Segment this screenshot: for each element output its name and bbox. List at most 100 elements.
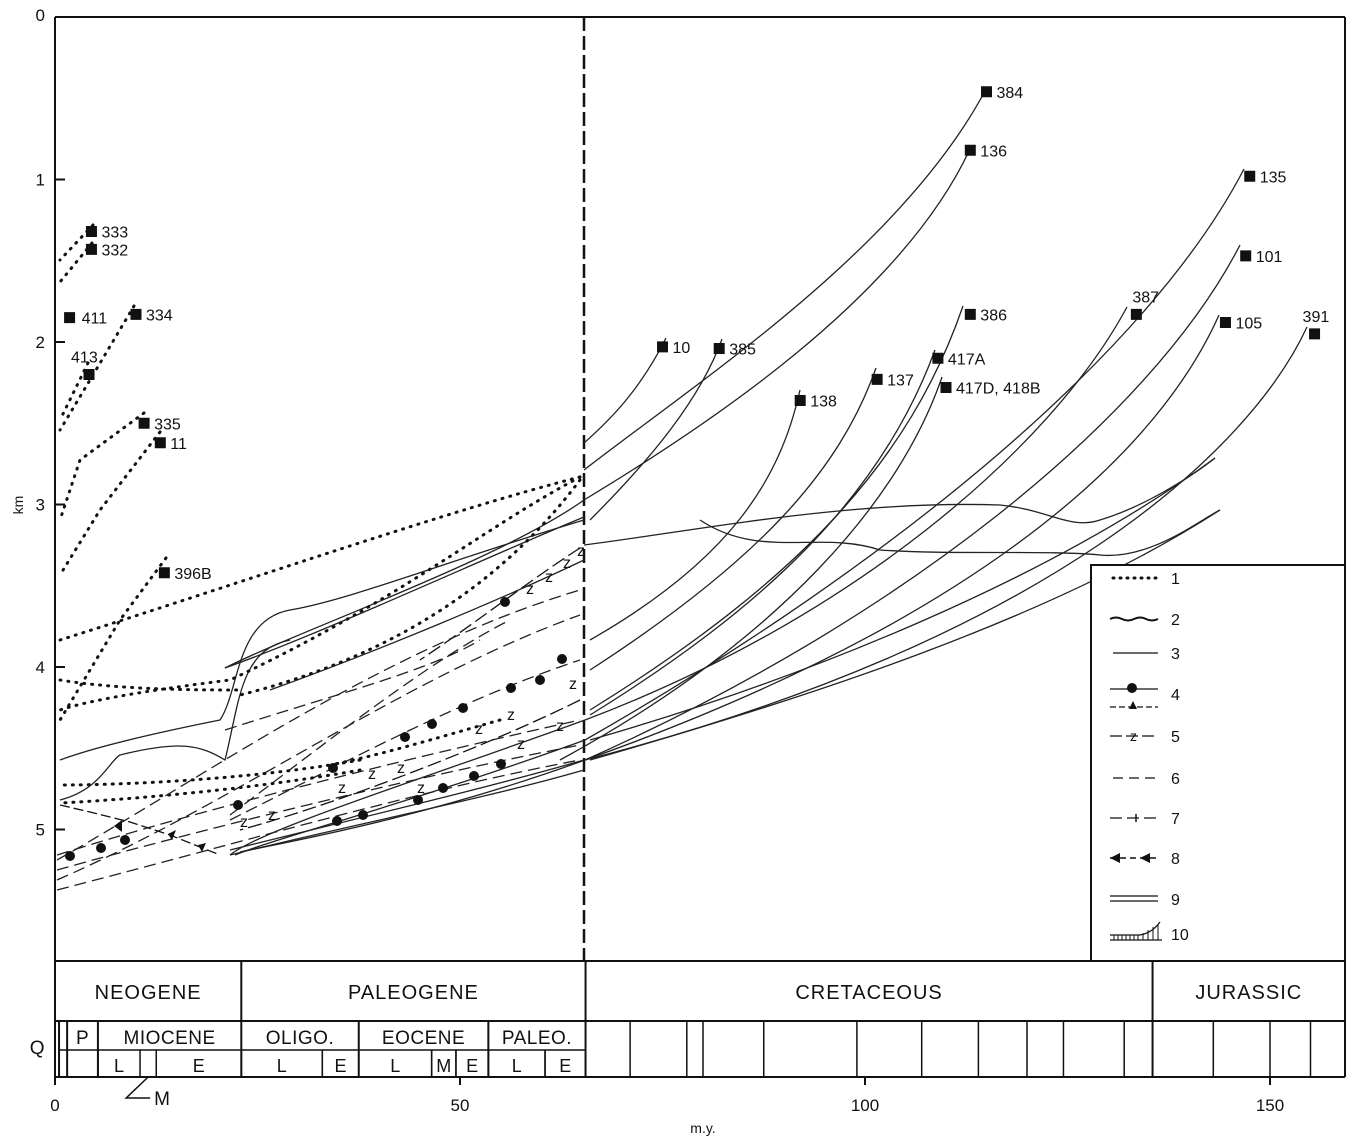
site-label: 417D, 418B <box>956 381 1041 398</box>
site-marker <box>83 369 95 380</box>
stage-label: L <box>277 1056 287 1076</box>
svg-text:z: z <box>545 569 553 586</box>
site-label: 11 <box>170 436 187 453</box>
curve-lower-b <box>589 509 1221 761</box>
curve-384 <box>583 90 986 471</box>
curve-paleo-2 <box>269 559 585 691</box>
curve-lower-a <box>589 457 1216 741</box>
site-marker <box>871 373 883 385</box>
legend: 1 2 3 4 z 5 6 7 8 9 <box>1090 564 1346 962</box>
epoch-label: P <box>76 1028 89 1049</box>
legend-symbol-10 <box>1110 921 1162 941</box>
y-axis: 0 1 2 3 4 5 <box>36 6 65 840</box>
legend-label-6: 6 <box>1171 771 1180 788</box>
svg-text:z: z <box>563 555 571 572</box>
site-marker <box>657 341 668 353</box>
dotted-curves <box>58 223 582 805</box>
site-marker <box>138 417 150 429</box>
stage-label: L <box>390 1056 400 1076</box>
site-label: 105 <box>1235 316 1262 333</box>
site-marker <box>1130 308 1142 320</box>
site-label: 332 <box>101 242 128 259</box>
stage-label: E <box>335 1056 347 1076</box>
site-label: 385 <box>729 342 756 359</box>
site-marker <box>794 395 806 406</box>
legend-label-10: 10 <box>1171 927 1189 944</box>
svg-text:z: z <box>268 807 276 824</box>
svg-text:z: z <box>577 543 585 560</box>
quaternary-label: Q <box>30 1038 45 1059</box>
curve-wavy-2 <box>699 509 1221 557</box>
legend-label-1: 1 <box>1171 571 1180 588</box>
curve-neogene-loop <box>59 519 585 761</box>
x-tick-label: 0 <box>50 1096 59 1115</box>
curve-paleo-1 <box>224 516 585 669</box>
curve-137 <box>589 367 877 671</box>
stage-label: E <box>559 1056 571 1076</box>
site-label: 417A <box>948 351 986 368</box>
y-tick-label: 5 <box>36 821 45 840</box>
subsidence-curves <box>59 90 1308 856</box>
x-tick-label: 100 <box>851 1096 879 1115</box>
curve-417d <box>559 376 943 761</box>
y-tick-label: 2 <box>36 333 45 352</box>
curve-417a <box>589 349 936 716</box>
svg-text:z: z <box>240 814 248 831</box>
epoch-label: MIOCENE <box>124 1028 216 1049</box>
stage-label: L <box>512 1056 522 1076</box>
svg-text:z: z <box>517 736 525 753</box>
site-marker <box>85 243 97 255</box>
legend-label-4: 4 <box>1171 687 1180 704</box>
period-label: PALEOGENE <box>348 982 479 1004</box>
x-axis-title: m.y. <box>690 1120 715 1136</box>
timescale: NEOGENE PALEOGENE CRETACEOUS JURASSIC P MIOCE… <box>30 961 1312 1110</box>
legend-label-2: 2 <box>1171 612 1180 629</box>
site-label: 138 <box>810 394 837 411</box>
site-marker <box>130 308 142 320</box>
site-marker <box>964 144 976 156</box>
site-label: 333 <box>101 225 128 242</box>
triangle-markers <box>59 804 221 856</box>
site-label: 387 <box>1132 289 1159 306</box>
stage-label: E <box>466 1056 478 1076</box>
curve-138 <box>589 389 801 641</box>
curve-10 <box>583 337 667 444</box>
site-label: 136 <box>980 143 1007 160</box>
curve-385 <box>589 338 723 521</box>
y-tick-label: 4 <box>36 658 45 677</box>
site-marker <box>1244 170 1256 182</box>
site-label: 135 <box>1260 169 1287 186</box>
site-marker <box>64 312 76 324</box>
curve-105 <box>584 314 1220 761</box>
site-label: 137 <box>887 372 914 389</box>
period-label: NEOGENE <box>95 982 202 1004</box>
svg-text:z: z <box>556 718 564 735</box>
svg-text:z: z <box>475 721 483 738</box>
site-marker <box>154 437 166 449</box>
svg-text:z: z <box>507 707 515 724</box>
epoch-label: OLIGO. <box>266 1028 334 1049</box>
site-label: 413 <box>71 350 98 367</box>
y-tick-label: 3 <box>36 496 45 515</box>
site-label: 396B <box>174 566 211 583</box>
legend-line-2 <box>1109 616 1159 622</box>
site-marker <box>158 567 170 579</box>
stage-label: L <box>114 1056 124 1076</box>
x-tick-label: 150 <box>1256 1096 1284 1115</box>
curve-paleo-4 <box>229 769 585 856</box>
x-axis: 0 50 100 150 <box>50 1077 1284 1115</box>
legend-label-9: 9 <box>1171 892 1180 909</box>
middle-miocene-label: M <box>154 1089 170 1110</box>
site-label: 101 <box>1256 249 1283 266</box>
site-label: 411 <box>82 311 108 328</box>
curve-paleo-3 <box>229 759 585 851</box>
site-marker <box>964 308 976 320</box>
stage-label: E <box>193 1056 205 1076</box>
curve-101 <box>239 244 1241 853</box>
site-marker <box>932 352 944 364</box>
site-marker <box>940 382 952 393</box>
svg-text:z: z <box>397 760 405 777</box>
